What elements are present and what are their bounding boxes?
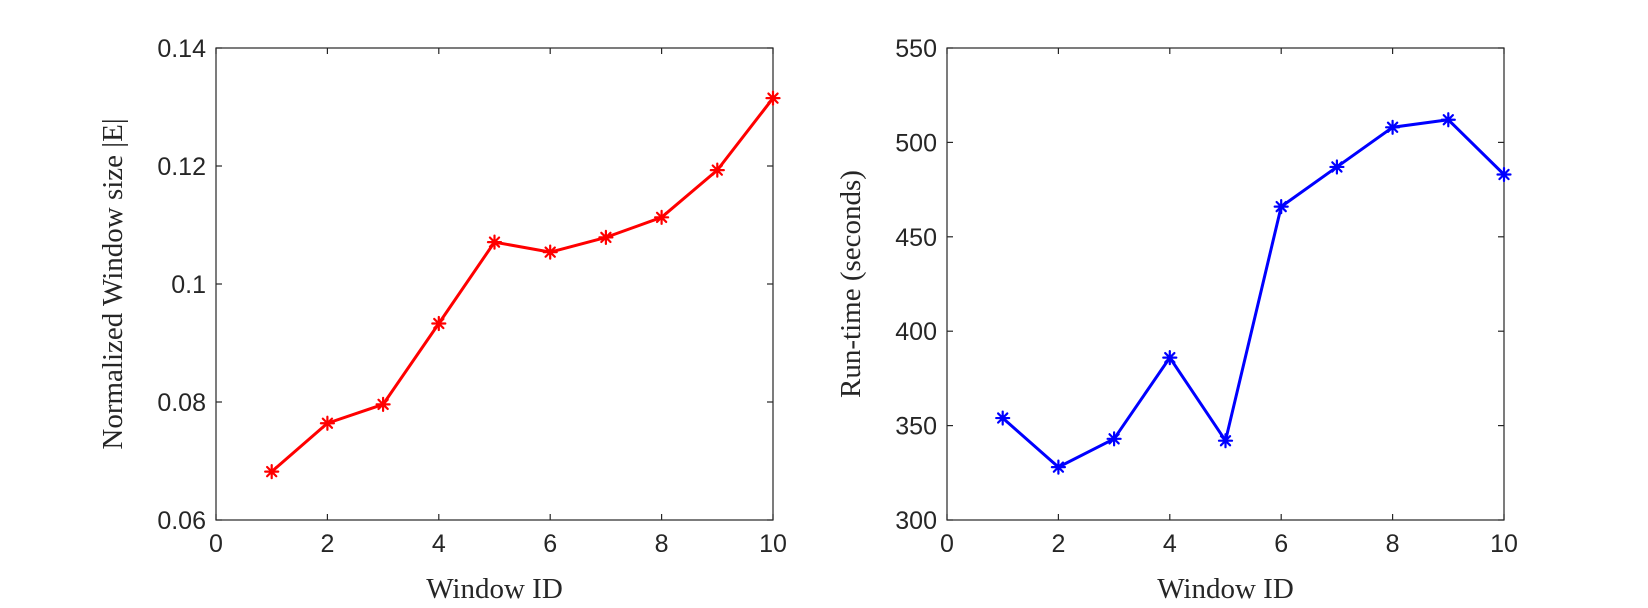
data-point (995, 410, 1011, 426)
x-tick-label: 2 (320, 530, 334, 558)
y-tick-label: 450 (895, 224, 937, 252)
data-point (1217, 433, 1234, 449)
data-point (1273, 198, 1289, 215)
x-tick-label: 0 (209, 530, 223, 558)
data-point (1162, 350, 1178, 366)
data-point (765, 90, 781, 106)
data-point (1050, 459, 1067, 475)
data-point (542, 244, 558, 260)
x-tick-label: 2 (1051, 530, 1065, 558)
x-tick-label: 4 (1163, 530, 1177, 558)
x-tick-label: 8 (1386, 530, 1400, 558)
y-tick-label: 0.1 (171, 271, 206, 299)
x-tick-label: 10 (759, 530, 787, 558)
data-point (1106, 431, 1122, 447)
chart-window-size: 0 2 4 6 8 10 0.06 0.08 0.1 0.12 0.14 Window ID Norma… (97, 35, 787, 605)
y-tick-label: 0.14 (157, 35, 206, 63)
data-point (375, 396, 391, 412)
data-point (1384, 119, 1401, 135)
x-tick-label: 0 (940, 530, 954, 558)
y-axis-label: Run-time (seconds) (835, 170, 867, 398)
y-tick-label: 0.06 (157, 507, 206, 535)
x-tick-label: 10 (1490, 530, 1518, 558)
data-point (319, 415, 335, 431)
chart-run-time: 0 2 4 6 8 10 300 350 400 450 500 550 Window ID Run-ti… (835, 35, 1518, 605)
series-line (270, 97, 775, 473)
y-tick-label: 500 (895, 129, 937, 157)
x-tick-label: 4 (432, 530, 446, 558)
y-tick-label: 550 (895, 35, 937, 63)
data-point (598, 229, 614, 245)
data-point (486, 234, 503, 250)
x-tick-label: 6 (1274, 530, 1288, 558)
y-tick-label: 0.12 (157, 153, 206, 181)
data-point (264, 464, 280, 480)
series-line (1001, 118, 1506, 469)
x-tick-label: 8 (655, 530, 669, 558)
data-point (709, 162, 725, 178)
y-tick-label: 350 (895, 413, 937, 441)
x-axis-label: Window ID (426, 573, 563, 605)
y-tick-label: 400 (895, 318, 937, 346)
y-axis-label: Normalized Window size |E| (97, 118, 129, 449)
y-tick-label: 0.08 (157, 389, 206, 417)
data-point (1329, 159, 1345, 175)
data-point (1496, 166, 1512, 183)
y-tick-label: 300 (895, 507, 937, 535)
data-point (1440, 112, 1456, 128)
axes-box (946, 47, 1505, 521)
x-axis-label: Window ID (1157, 573, 1294, 605)
data-point (653, 209, 670, 225)
data-point (431, 315, 447, 332)
x-tick-label: 6 (543, 530, 557, 558)
